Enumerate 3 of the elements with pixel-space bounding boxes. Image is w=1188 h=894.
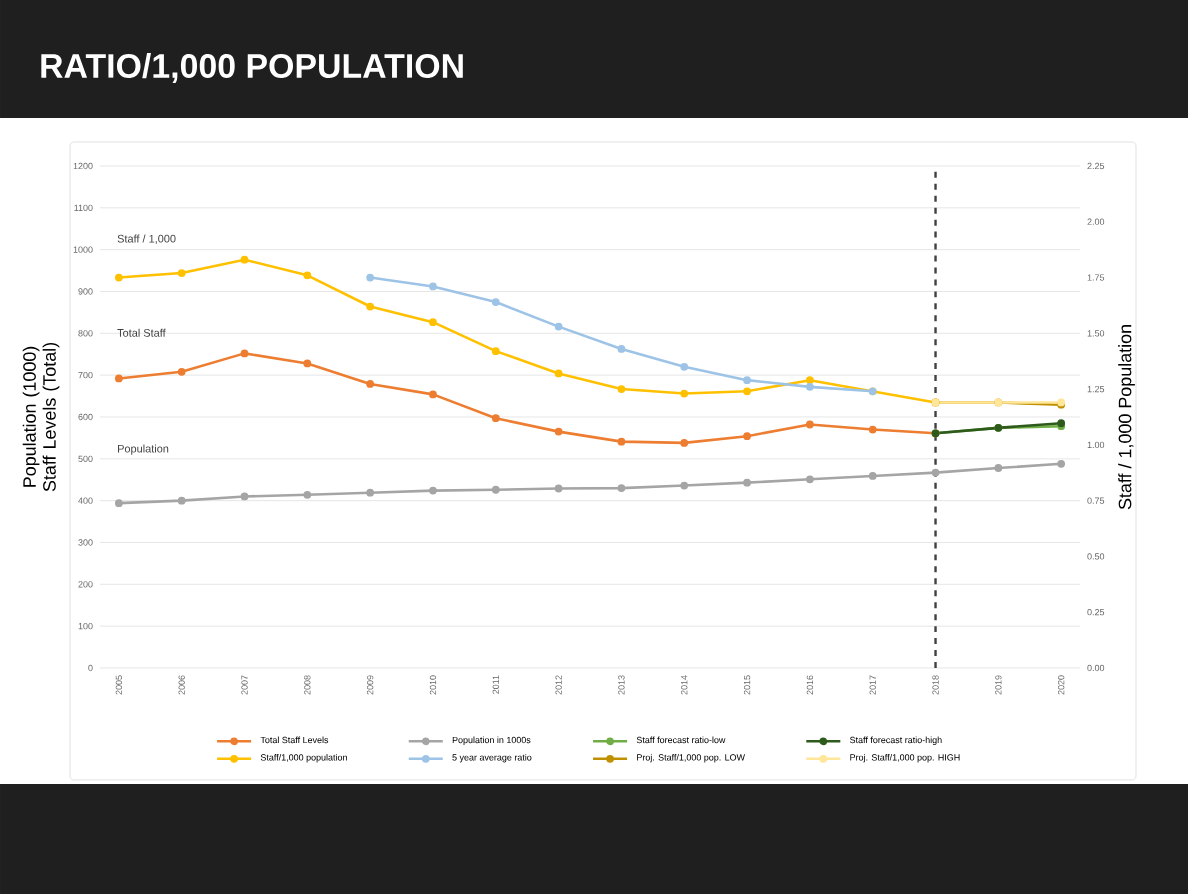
chart-title: RATIO/1,000 POPULATION — [41, 53, 463, 83]
y2-axis-title: Staff / 1,000 Population — [1118, 325, 1135, 510]
y-axis-title: Population (1000) Staff Levels (Total) — [22, 342, 60, 492]
